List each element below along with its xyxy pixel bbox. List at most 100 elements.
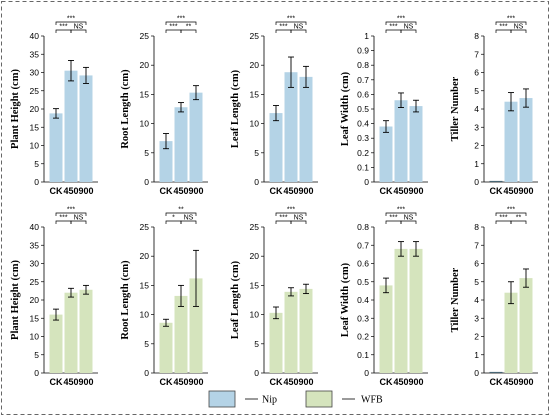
x-tick-label: CK	[490, 377, 503, 387]
y-tick-label: 25	[30, 86, 40, 96]
significance-bracket	[55, 21, 87, 25]
significance-label: ***	[287, 207, 295, 214]
y-tick-label: 3	[474, 122, 479, 132]
y-tick-label: 1	[364, 31, 369, 41]
significance-label: **	[178, 207, 184, 214]
bar-900	[409, 248, 423, 373]
significance-bracket	[495, 212, 527, 216]
y-tick-label: 8	[474, 31, 479, 41]
bar-900	[79, 75, 93, 182]
y-tick-label: 25	[30, 277, 40, 287]
y-axis-label: Root Length (cm)	[120, 69, 131, 149]
bar-ck	[269, 113, 283, 182]
y-tick-label: 1	[474, 350, 479, 360]
y-tick-label: 5	[254, 148, 259, 158]
bar-ck	[379, 126, 393, 182]
x-tick-label: 900	[78, 186, 93, 196]
significance-bracket	[180, 220, 197, 224]
y-tick-label: 15	[140, 89, 150, 99]
bar-ck	[379, 285, 393, 373]
y-tick-label: 35	[30, 240, 40, 250]
significance-bracket	[275, 212, 307, 216]
y-tick-label: 10	[140, 310, 150, 320]
significance-bracket	[290, 29, 307, 33]
significance-bracket	[70, 220, 87, 224]
significance-label: ***	[59, 215, 67, 222]
y-tick-label: 40	[30, 31, 40, 41]
significance-label: ***	[287, 16, 295, 23]
y-tick-label: 0.4	[357, 295, 369, 305]
significance-label: *	[172, 215, 175, 222]
y-tick-label: 30	[30, 259, 40, 269]
y-tick-label: 40	[30, 222, 40, 232]
bar-ck	[159, 141, 173, 182]
legend: Nip WFB	[208, 390, 383, 408]
y-tick-label: 0.9	[357, 46, 369, 56]
significance-bracket	[55, 212, 87, 216]
y-tick-label: 0	[254, 368, 259, 378]
x-tick-label: 450	[173, 186, 188, 196]
legend-label-nip: Nip	[262, 395, 277, 406]
x-tick-label: 900	[298, 186, 313, 196]
y-tick-label: 20	[250, 251, 260, 261]
x-tick-label: CK	[50, 186, 63, 196]
y-tick-label: 1	[474, 159, 479, 169]
x-tick-label: 900	[188, 377, 203, 387]
y-tick-label: 25	[250, 222, 260, 232]
x-tick-label: CK	[380, 186, 393, 196]
x-tick-label: 450	[393, 377, 408, 387]
x-tick-label: CK	[160, 186, 173, 196]
y-tick-label: 25	[140, 222, 150, 232]
y-tick-label: 8	[474, 222, 479, 232]
x-tick-label: 450	[283, 186, 298, 196]
bar-450	[504, 292, 518, 373]
significance-bracket	[180, 29, 197, 33]
y-tick-label: 0.7	[357, 240, 369, 250]
bar-450	[394, 100, 408, 182]
bar-900	[409, 106, 423, 182]
significance-bracket	[70, 29, 87, 33]
y-tick-label: 0.3	[357, 133, 369, 143]
chart-panel-4: 0 0.1 0.2 0.3 0.4 0.5 0.6 0.7 0.8 0.9 1 CK 450 900 ***…	[340, 16, 428, 196]
y-tick-label: 0	[144, 368, 149, 378]
x-tick-label: 900	[518, 377, 533, 387]
y-tick-label: 6	[474, 68, 479, 78]
y-tick-label: 15	[140, 280, 150, 290]
chart-panel-7: 0 5 10 15 20 25 CK 450 900 * NS** Root Length (cm)	[120, 207, 208, 387]
bar-450	[174, 295, 188, 373]
y-tick-label: 25	[250, 31, 260, 41]
y-tick-label: 35	[30, 49, 40, 59]
bar-900	[189, 92, 203, 182]
y-tick-label: 0	[34, 368, 39, 378]
y-tick-label: 7	[474, 49, 479, 59]
y-tick-label: 0.3	[357, 313, 369, 323]
y-tick-label: 15	[30, 122, 40, 132]
significance-label: ***	[389, 215, 397, 222]
significance-label: ***	[67, 16, 75, 23]
significance-label: ***	[59, 24, 67, 31]
significance-bracket	[400, 220, 417, 224]
y-axis-label: Leaf Width (cm)	[340, 71, 351, 146]
significance-label: NS	[184, 215, 194, 222]
x-tick-label: 900	[408, 377, 423, 387]
y-tick-label: 0.2	[357, 332, 369, 342]
y-tick-label: 20	[30, 104, 40, 114]
bar-900	[189, 278, 203, 373]
y-tick-label: 0.6	[357, 89, 369, 99]
significance-label: ***	[279, 215, 287, 222]
y-tick-label: 10	[30, 141, 40, 151]
significance-bracket	[385, 212, 417, 216]
significance-label: ***	[499, 215, 507, 222]
chart-panel-9: 00.10.20.30.40.50.60.70.8CK 450 900*** NS**…	[340, 207, 428, 387]
y-tick-label: 0	[364, 177, 369, 187]
bar-450	[64, 70, 78, 182]
x-tick-label: 450	[173, 377, 188, 387]
x-tick-label: CK	[380, 377, 393, 387]
x-tick-label: 450	[63, 186, 78, 196]
